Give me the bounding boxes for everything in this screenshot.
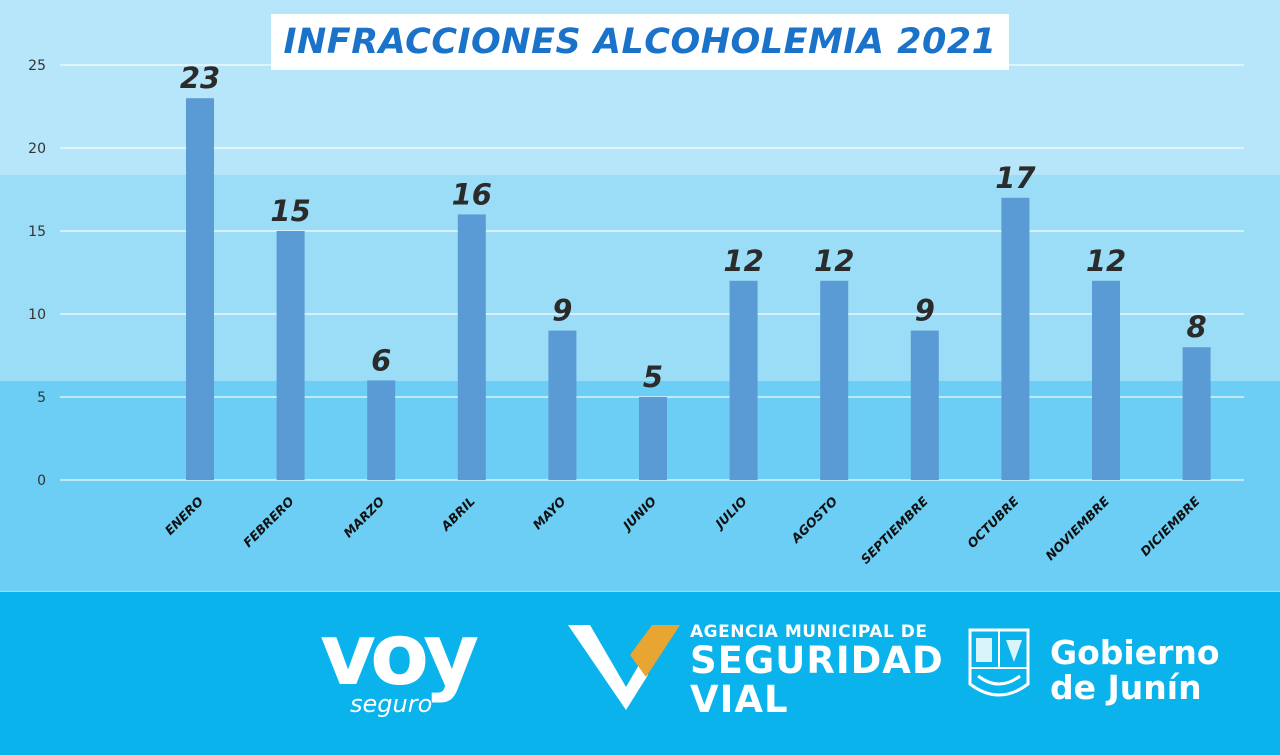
title-box: INFRACCIONES ALCOHOLEMIA 2021 — [271, 14, 1009, 70]
agency-line-2: SEGURIDAD — [690, 639, 944, 682]
voy-logo-word: voy — [320, 605, 479, 705]
agency-line-3: VIAL — [690, 677, 789, 721]
junin-coat-of-arms-icon — [968, 628, 1030, 697]
data-label: 9 — [915, 294, 935, 328]
bar — [1092, 280, 1120, 480]
bar — [276, 231, 305, 480]
bar-chart: 0 5 10 15 20 25 23 ENERO 15 FEBRERO 6 MARZO 16 ABRIL 9… — [28, 58, 1244, 567]
y-tick-label: 20 — [28, 141, 46, 157]
voy-seguro-logo: voy seguro — [320, 612, 540, 722]
x-tick-label: ENERO — [162, 493, 207, 538]
x-tick-label: MAYO — [530, 493, 569, 532]
bar — [457, 214, 486, 480]
seguridad-vial-wordmark: AGENCIA MUNICIPAL DE SEGURIDAD VIAL — [690, 622, 944, 718]
chart-title: INFRACCIONES ALCOHOLEMIA 2021 — [283, 22, 997, 62]
gobierno-junin-wordmark: Gobierno de Junín — [1050, 633, 1220, 707]
x-tick-label: FEBRERO — [240, 493, 297, 550]
x-tick-label: JULIO — [710, 493, 750, 533]
bar — [729, 280, 758, 480]
y-tick-label: 10 — [28, 307, 46, 323]
x-tick-label: AGOSTO — [787, 493, 840, 546]
data-label: 23 — [180, 61, 220, 95]
data-label: 17 — [995, 161, 1036, 195]
bar — [639, 397, 667, 480]
x-tick-label: SEPTIEMBRE — [858, 493, 932, 567]
voy-logo-subtitle: seguro — [350, 690, 433, 718]
bar — [820, 280, 849, 480]
gov-line-1: Gobierno — [1050, 633, 1220, 672]
data-label: 5 — [643, 360, 663, 394]
data-label: 12 — [723, 244, 763, 278]
agency-line-1: AGENCIA MUNICIPAL DE — [690, 622, 928, 642]
bar — [910, 330, 939, 480]
bar — [186, 98, 214, 480]
data-label: 8 — [1187, 310, 1207, 344]
seguridad-vial-v-icon — [568, 625, 680, 710]
x-tick-label: DICIEMBRE — [1137, 493, 1203, 559]
y-tick-label: 5 — [37, 390, 46, 406]
data-label: 16 — [452, 177, 492, 211]
bar — [1182, 347, 1211, 480]
gov-line-2: de Junín — [1050, 667, 1202, 707]
bar — [1001, 197, 1030, 481]
bar — [548, 330, 577, 480]
y-tick-label: 15 — [28, 224, 46, 240]
x-tick-label: ABRIL — [437, 493, 478, 534]
data-label: 12 — [814, 244, 854, 278]
y-tick-label: 25 — [28, 58, 46, 74]
x-tick-label: OCTUBRE — [964, 493, 1022, 551]
data-label: 15 — [270, 194, 310, 228]
data-label: 12 — [1086, 244, 1126, 278]
x-tick-label: MARZO — [340, 493, 387, 540]
data-label: 6 — [371, 343, 391, 377]
data-label: 9 — [552, 294, 572, 328]
x-tick-label: JUNIO — [618, 493, 660, 535]
x-tick-label: NOVIEMBRE — [1042, 493, 1112, 563]
y-tick-label: 0 — [37, 473, 46, 489]
bar — [367, 380, 396, 480]
